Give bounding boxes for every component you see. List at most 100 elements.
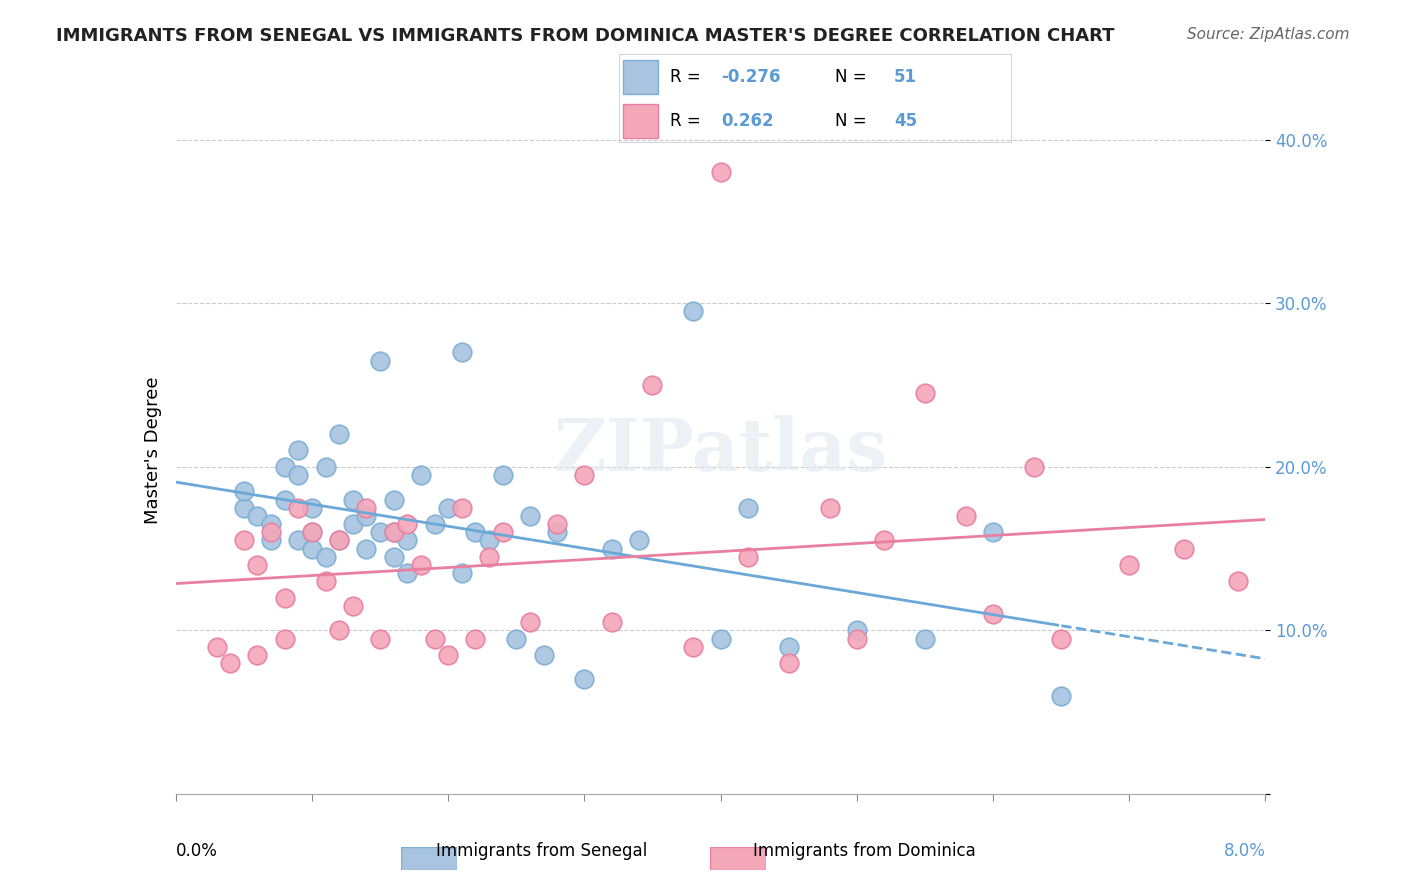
- Point: [232, 484, 254, 499]
- Text: 0.262: 0.262: [721, 112, 773, 130]
- Text: Immigrants from Dominica: Immigrants from Dominica: [754, 842, 976, 860]
- Point: [845, 624, 868, 638]
- Point: [981, 525, 1004, 540]
- Point: [914, 632, 936, 646]
- Point: [396, 566, 419, 580]
- Bar: [623, 60, 658, 94]
- Point: [342, 516, 364, 531]
- Point: [301, 500, 323, 515]
- Point: [492, 525, 515, 540]
- Point: [356, 500, 378, 515]
- Point: [464, 525, 486, 540]
- Point: [328, 533, 350, 548]
- Point: [328, 624, 350, 638]
- Point: [533, 648, 555, 662]
- Point: [382, 549, 405, 564]
- Point: [546, 525, 568, 540]
- Point: [1173, 541, 1195, 556]
- Point: [409, 558, 432, 572]
- Point: [1050, 689, 1073, 703]
- Point: [574, 673, 596, 687]
- Y-axis label: Master's Degree: Master's Degree: [143, 376, 162, 524]
- Point: [301, 525, 323, 540]
- Text: ZIPatlas: ZIPatlas: [554, 415, 887, 486]
- Point: [205, 640, 228, 654]
- Point: [519, 508, 541, 523]
- Point: [1227, 574, 1250, 589]
- Point: [260, 525, 283, 540]
- Point: [682, 640, 704, 654]
- Point: [274, 459, 297, 474]
- Text: N =: N =: [835, 68, 872, 86]
- Point: [368, 632, 391, 646]
- Point: [914, 386, 936, 401]
- Point: [274, 632, 297, 646]
- Point: [301, 525, 323, 540]
- Point: [246, 508, 269, 523]
- Point: [600, 615, 623, 630]
- Point: [274, 591, 297, 605]
- Point: [342, 599, 364, 613]
- Point: [627, 533, 650, 548]
- Point: [423, 516, 446, 531]
- Point: [450, 500, 472, 515]
- Point: [641, 378, 664, 392]
- Point: [546, 516, 568, 531]
- Point: [368, 353, 391, 368]
- Point: [450, 566, 472, 580]
- Point: [437, 500, 460, 515]
- Point: [396, 516, 419, 531]
- Point: [1118, 558, 1140, 572]
- Point: [246, 558, 269, 572]
- Point: [232, 533, 254, 548]
- Point: [287, 443, 309, 458]
- Point: [287, 500, 309, 515]
- Text: 51: 51: [894, 68, 917, 86]
- Point: [778, 640, 800, 654]
- Text: R =: R =: [669, 112, 706, 130]
- Point: [737, 500, 759, 515]
- Text: Immigrants from Senegal: Immigrants from Senegal: [436, 842, 647, 860]
- Point: [818, 500, 841, 515]
- Point: [315, 459, 337, 474]
- Point: [464, 632, 486, 646]
- Point: [778, 656, 800, 670]
- Point: [710, 165, 733, 179]
- Point: [356, 508, 378, 523]
- Point: [492, 467, 515, 482]
- Point: [1050, 632, 1073, 646]
- Text: R =: R =: [669, 68, 706, 86]
- Point: [873, 533, 896, 548]
- Point: [287, 467, 309, 482]
- Point: [368, 525, 391, 540]
- Point: [478, 549, 501, 564]
- Point: [710, 632, 733, 646]
- Point: [478, 533, 501, 548]
- Point: [600, 541, 623, 556]
- Point: [315, 574, 337, 589]
- Text: Source: ZipAtlas.com: Source: ZipAtlas.com: [1187, 27, 1350, 42]
- Text: -0.276: -0.276: [721, 68, 780, 86]
- Point: [260, 516, 283, 531]
- Point: [260, 533, 283, 548]
- Point: [342, 492, 364, 507]
- Bar: [623, 104, 658, 138]
- Point: [382, 492, 405, 507]
- Point: [382, 525, 405, 540]
- Point: [328, 533, 350, 548]
- Text: IMMIGRANTS FROM SENEGAL VS IMMIGRANTS FROM DOMINICA MASTER'S DEGREE CORRELATION : IMMIGRANTS FROM SENEGAL VS IMMIGRANTS FR…: [56, 27, 1115, 45]
- Point: [423, 632, 446, 646]
- Point: [450, 345, 472, 359]
- Point: [682, 304, 704, 318]
- Point: [845, 632, 868, 646]
- Text: 45: 45: [894, 112, 917, 130]
- Point: [409, 467, 432, 482]
- Point: [437, 648, 460, 662]
- Text: 8.0%: 8.0%: [1223, 842, 1265, 860]
- Point: [301, 541, 323, 556]
- Point: [232, 500, 254, 515]
- Point: [328, 427, 350, 442]
- Point: [287, 533, 309, 548]
- Point: [574, 467, 596, 482]
- Point: [505, 632, 527, 646]
